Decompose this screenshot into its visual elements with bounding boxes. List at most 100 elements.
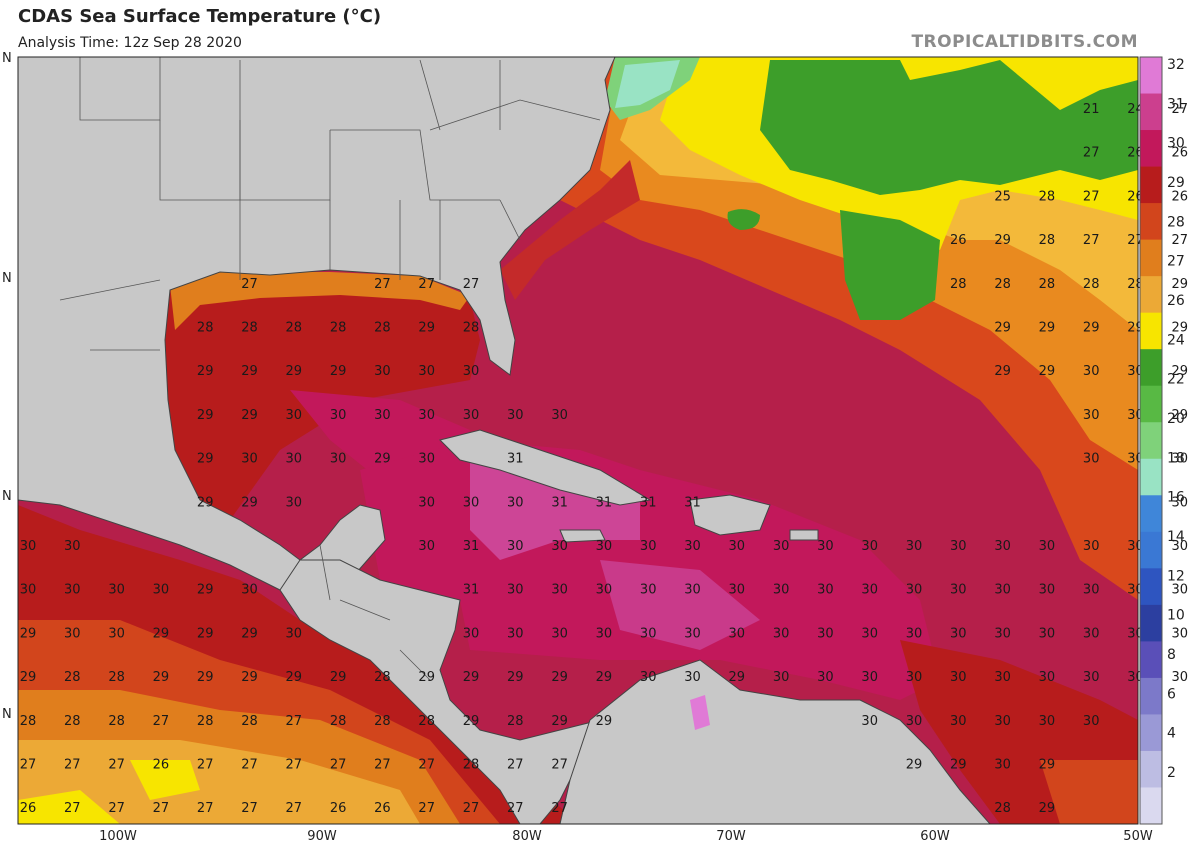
sst-value: 27 bbox=[241, 801, 258, 816]
sst-value: 27 bbox=[374, 277, 391, 292]
colorbar-swatch bbox=[1140, 495, 1162, 533]
sst-value: 30 bbox=[1039, 670, 1056, 685]
sst-value: 29 bbox=[197, 364, 214, 379]
sst-value: 29 bbox=[906, 758, 923, 773]
cuba-land bbox=[439, 429, 652, 506]
sst-value: 29 bbox=[241, 408, 258, 423]
sst-value: 27 bbox=[1083, 146, 1100, 161]
lat-mark-1: N bbox=[2, 51, 12, 66]
sst-value: 29 bbox=[1039, 364, 1056, 379]
sst-value: 26 bbox=[330, 801, 347, 816]
sst-value: 30 bbox=[640, 670, 657, 685]
sst-value: 27 bbox=[286, 758, 303, 773]
sst-value: 31 bbox=[463, 539, 480, 554]
colorbar-swatch bbox=[1140, 276, 1162, 314]
sst-value: 28 bbox=[1083, 277, 1100, 292]
sst-value: 30 bbox=[418, 408, 435, 423]
lon-label-70w: 70W bbox=[716, 829, 746, 844]
hispaniola-land bbox=[689, 494, 771, 536]
sst-value: 30 bbox=[1083, 539, 1100, 554]
sst-value: 30 bbox=[684, 583, 701, 598]
lon-label-60w: 60W bbox=[920, 829, 950, 844]
sst-value: 30 bbox=[551, 539, 568, 554]
sst-value: 27 bbox=[418, 758, 435, 773]
sst-value: 28 bbox=[330, 714, 347, 729]
sst-value: 29 bbox=[1083, 321, 1100, 336]
sst-value: 30 bbox=[418, 452, 435, 467]
sst-value: 30 bbox=[551, 626, 568, 641]
sst-value: 30 bbox=[1039, 583, 1056, 598]
sst-value: 27 bbox=[108, 758, 125, 773]
sst-value: 29 bbox=[1039, 801, 1056, 816]
sst-value: 30 bbox=[1083, 670, 1100, 685]
sst-value: 30 bbox=[817, 583, 834, 598]
puerto-rico-land bbox=[789, 529, 819, 541]
sst-value: 30 bbox=[994, 758, 1011, 773]
sst-value: 30 bbox=[861, 626, 878, 641]
sst-value: 30 bbox=[950, 626, 967, 641]
sst-value: 29 bbox=[463, 670, 480, 685]
sst-value: 30 bbox=[1172, 670, 1189, 685]
sst-value: 29 bbox=[286, 364, 303, 379]
sst-value: 29 bbox=[729, 670, 746, 685]
sst-value: 29 bbox=[197, 495, 214, 510]
tropical-atlantic-edge bbox=[1040, 760, 1138, 824]
colorbar-label: 29 bbox=[1167, 175, 1185, 191]
sst-value: 30 bbox=[108, 583, 125, 598]
colorbar-label: 4 bbox=[1167, 726, 1176, 742]
sst-value: 28 bbox=[463, 758, 480, 773]
sst-value: 29 bbox=[374, 452, 391, 467]
sst-value: 27 bbox=[1172, 102, 1189, 117]
colorbar-swatch bbox=[1140, 458, 1162, 496]
colorbar-swatch bbox=[1140, 166, 1162, 204]
sst-value: 30 bbox=[640, 539, 657, 554]
sst-value: 30 bbox=[551, 408, 568, 423]
sst-value: 30 bbox=[64, 539, 81, 554]
sst-value: 28 bbox=[330, 321, 347, 336]
sst-value: 29 bbox=[418, 670, 435, 685]
sst-value: 26 bbox=[1172, 189, 1189, 204]
colorbar-label: 10 bbox=[1167, 608, 1185, 624]
sst-value: 30 bbox=[817, 539, 834, 554]
map-frame bbox=[17, 56, 1139, 825]
sst-value: 28 bbox=[108, 670, 125, 685]
sst-value: 29 bbox=[1172, 364, 1189, 379]
sst-value: 30 bbox=[507, 408, 524, 423]
green-eddy bbox=[727, 209, 760, 230]
sst-value: 30 bbox=[463, 626, 480, 641]
sst-value: 25 bbox=[994, 189, 1011, 204]
sst-value: 30 bbox=[286, 626, 303, 641]
sst-value: 30 bbox=[861, 583, 878, 598]
sst-value: 27 bbox=[64, 801, 81, 816]
caribbean-hot-core bbox=[600, 560, 760, 650]
sst-value: 30 bbox=[773, 626, 790, 641]
sst-value: 30 bbox=[463, 408, 480, 423]
sst-value: 30 bbox=[64, 626, 81, 641]
sst-value: 30 bbox=[729, 626, 746, 641]
sst-value: 30 bbox=[286, 495, 303, 510]
sst-value: 30 bbox=[994, 583, 1011, 598]
sst-value: 30 bbox=[1039, 714, 1056, 729]
sst-value: 29 bbox=[20, 626, 37, 641]
map-frame-contents bbox=[18, 57, 1138, 824]
sst-value: 29 bbox=[197, 408, 214, 423]
sst-value: 30 bbox=[418, 495, 435, 510]
sst-value: 28 bbox=[994, 277, 1011, 292]
sst-value: 27 bbox=[153, 801, 170, 816]
sst-value: 28 bbox=[1039, 189, 1056, 204]
sst-value: 30 bbox=[153, 583, 170, 598]
sst-value: 26 bbox=[950, 233, 967, 248]
sst-value: 31 bbox=[507, 452, 524, 467]
sst-value: 29 bbox=[197, 583, 214, 598]
sst-value: 28 bbox=[418, 714, 435, 729]
colorbar-swatch bbox=[1140, 422, 1162, 460]
sst-value: 29 bbox=[1172, 321, 1189, 336]
colorbar-label: 6 bbox=[1167, 686, 1176, 702]
sst-value: 30 bbox=[286, 452, 303, 467]
sst-value: 29 bbox=[1039, 321, 1056, 336]
sst-value: 28 bbox=[374, 714, 391, 729]
colorbar-frame bbox=[1139, 56, 1163, 825]
lon-label-50w: 50W bbox=[1123, 829, 1153, 844]
sst-value: 30 bbox=[684, 626, 701, 641]
